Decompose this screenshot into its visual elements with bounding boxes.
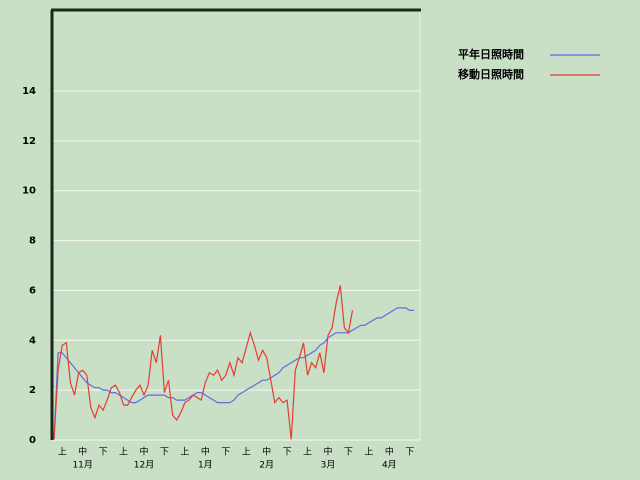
x-tick-label: 中 [201, 446, 210, 458]
y-tick-label: 6 [29, 285, 36, 296]
y-tick-label: 12 [22, 136, 36, 147]
x-tick-label: 中 [139, 446, 148, 458]
legend-label: 平年日照時間 [458, 47, 524, 61]
month-label: 2月 [259, 460, 274, 471]
x-tick-label: 下 [283, 448, 292, 458]
x-tick-label: 上 [119, 447, 128, 458]
legend-label: 移動日照時間 [458, 67, 524, 81]
month-label: 12月 [134, 460, 154, 471]
y-tick-label: 0 [29, 435, 36, 446]
series-line [53, 307, 414, 441]
x-tick-label: 下 [221, 448, 230, 458]
month-label: 4月 [382, 460, 397, 471]
x-tick-label: 中 [385, 446, 394, 458]
y-tick-label: 14 [22, 86, 36, 97]
month-label: 1月 [198, 460, 213, 471]
series-line [53, 285, 354, 441]
x-tick-label: 中 [323, 446, 332, 458]
y-tick-label: 4 [29, 335, 36, 346]
x-tick-label: 上 [303, 447, 312, 458]
x-tick-label: 中 [262, 446, 271, 458]
x-tick-label: 上 [58, 447, 67, 458]
month-label: 11月 [72, 460, 92, 471]
x-tick-label: 上 [242, 447, 251, 458]
x-tick-label: 下 [405, 448, 414, 458]
x-tick-label: 上 [180, 447, 189, 458]
month-label: 3月 [321, 460, 336, 471]
x-tick-label: 下 [160, 448, 169, 458]
y-tick-label: 2 [29, 385, 36, 396]
y-tick-label: 8 [29, 236, 36, 247]
y-tick-label: 10 [22, 186, 36, 197]
x-tick-label: 下 [99, 448, 108, 458]
x-tick-label: 上 [364, 447, 373, 458]
x-tick-label: 下 [344, 448, 353, 458]
x-tick-label: 中 [78, 446, 87, 458]
